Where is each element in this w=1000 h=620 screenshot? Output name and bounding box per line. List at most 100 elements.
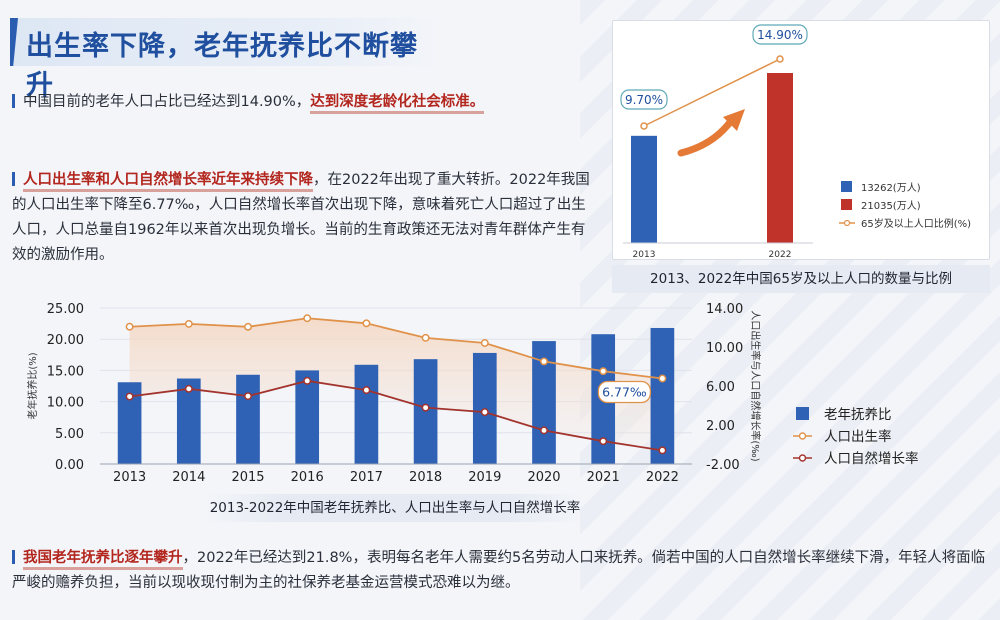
point-natural-growth — [125, 392, 134, 401]
point-birth-rate — [421, 333, 430, 342]
paragraph-dependency-ratio: 我国老年抚养比逐年攀升，2022年已经达到21.8%，表明每名老年人需要约5名劳… — [12, 546, 992, 596]
data-label: 6.77‰ — [602, 384, 647, 399]
bar-dependency-2014 — [176, 378, 201, 464]
bar-2022 — [767, 73, 793, 243]
paragraph-birth-rate: 人口出生率和人口自然增长率近年来持续下降，在2022年出现了重大转折。2022年… — [12, 168, 592, 268]
point-birth-rate — [540, 357, 548, 366]
legend-label: 21035(万人) — [861, 200, 921, 212]
bar-dependency-2016 — [295, 370, 320, 464]
legend-marker — [843, 219, 851, 227]
point-birth-rate — [658, 374, 667, 383]
legend-swatch — [796, 407, 809, 420]
point-natural-growth — [421, 403, 430, 412]
data-label-box — [620, 89, 668, 110]
legend-marker — [798, 432, 807, 440]
legend-swatch — [841, 199, 852, 210]
line-elderly-ratio — [643, 58, 781, 127]
dependency-chart-title: 2013-2022年中国老年抚养比、人口出生率与人口自然增长率 — [205, 494, 585, 522]
y-tick-label: 15.00 — [47, 364, 84, 379]
point-elderly-ratio — [776, 55, 784, 63]
point-natural-growth — [244, 392, 252, 401]
data-label-box — [752, 24, 808, 45]
y2-tick-label: 10.00 — [706, 341, 743, 356]
paragraph-text: ，在2022年出现了重大转折。2022年我国的人口出生率下降至6.77‰，人口自… — [12, 172, 590, 263]
paragraph-aging-ratio: 中国目前的老年人口占比已经达到14.90%，达到深度老龄化社会标准。 — [12, 90, 592, 115]
x-tick-label: 2013 — [633, 250, 656, 260]
point-birth-rate — [303, 314, 312, 323]
x-tick-label: 2016 — [291, 470, 324, 485]
legend-label: 13262(万人) — [861, 182, 921, 194]
elderly-chart-title: 2013、2022年中国65岁及以上人口的数量与比例 — [612, 265, 990, 293]
line-natural-growth — [129, 379, 663, 452]
x-tick-label: 2014 — [172, 470, 205, 485]
point-natural-growth — [480, 408, 489, 417]
x-tick-label: 2022 — [646, 470, 679, 485]
y-tick-label: 25.00 — [47, 302, 84, 317]
rate-band-area — [129, 318, 663, 451]
page-title: 出生率下降，老年抚养比不断攀升 — [26, 31, 418, 101]
paragraph-highlight: 我国老年抚养比逐年攀升 — [23, 550, 183, 570]
title-accent — [10, 18, 18, 66]
x-tick-label: 2022 — [769, 250, 792, 260]
legend-label: 人口出生率 — [824, 428, 892, 445]
y2-tick-label: -2.00 — [706, 458, 740, 473]
bar-dependency-2015 — [236, 374, 260, 464]
elderly-chart-svg: 2013 2022 9.70% 14.90% 13262(万人) 21035(万人) 65岁… — [620, 24, 971, 260]
bar-dependency-2013 — [117, 382, 142, 464]
point-natural-growth — [540, 426, 548, 435]
paragraph-text: 中国目前的老年人口占比已经达到14.90%， — [23, 94, 311, 110]
y-axis-label: 老年抚养比(%) — [26, 352, 39, 419]
bar-dependency-2020 — [532, 341, 556, 464]
point-birth-rate — [480, 339, 489, 347]
dependency-ratio-chart: 0.00 5.00 10.00 15.00 20.00 25.00 -2.00 2.00 6.0… — [12, 294, 992, 520]
point-birth-rate — [362, 319, 371, 328]
x-tick-label: 2017 — [350, 470, 383, 485]
y-tick-label: 10.00 — [47, 396, 84, 411]
dependency-chart-svg: 0.00 5.00 10.00 15.00 20.00 25.00 -2.00 2.00 6.0… — [26, 302, 919, 485]
y-tick-label: 5.00 — [55, 427, 84, 442]
point-birth-rate — [599, 367, 608, 376]
data-label-box — [597, 380, 652, 404]
point-natural-growth — [599, 437, 608, 446]
bullet-bar — [12, 172, 15, 186]
point-birth-rate — [244, 322, 252, 331]
y2-tick-label: 2.00 — [706, 419, 735, 434]
legend-marker — [798, 454, 807, 462]
y-tick-label: 0.00 — [55, 458, 84, 473]
point-natural-growth — [362, 386, 371, 395]
elderly-population-chart: 2013 2022 9.70% 14.90% 13262(万人) 21035(万人) 65岁… — [612, 20, 990, 292]
point-natural-growth — [303, 376, 312, 385]
point-natural-growth — [658, 446, 667, 455]
x-tick-label: 2013 — [113, 470, 146, 485]
paragraph-highlight: 达到深度老龄化社会标准。 — [310, 94, 485, 114]
bullet-bar — [12, 550, 15, 564]
data-label: 14.90% — [757, 28, 803, 42]
bar-dependency-2017 — [354, 364, 379, 464]
point-natural-growth — [184, 384, 193, 393]
x-tick-label: 2015 — [231, 470, 264, 485]
bullet-bar — [12, 94, 15, 108]
title-banner: 出生率下降，老年抚养比不断攀升 — [10, 18, 440, 101]
legend-label: 人口自然增长率 — [824, 450, 919, 467]
y-tick-label: 20.00 — [47, 333, 84, 348]
point-birth-rate — [184, 319, 193, 328]
trend-arrow-head-icon — [723, 109, 745, 131]
y2-axis-label: 人口出生率与人口自然增长率(‰) — [749, 310, 762, 461]
trend-arrow-icon — [677, 117, 735, 157]
bar-dependency-2022 — [650, 327, 675, 464]
x-tick-label: 2019 — [468, 470, 501, 485]
x-tick-label: 2020 — [527, 470, 560, 485]
legend-label: 65岁及以上人口比例(%) — [861, 217, 971, 230]
x-tick-label: 2018 — [409, 470, 442, 485]
paragraph-highlight: 人口出生率和人口自然增长率近年来持续下降 — [23, 172, 313, 192]
point-elderly-ratio — [640, 122, 648, 130]
point-birth-rate — [125, 322, 134, 331]
y2-tick-label: 14.00 — [706, 302, 743, 317]
elderly-chart-plot: 2013 2022 9.70% 14.90% 13262(万人) 21035(万人) 65岁… — [612, 20, 990, 260]
legend-swatch — [841, 181, 852, 192]
x-tick-label: 2021 — [587, 470, 620, 485]
bar-2013 — [631, 135, 657, 243]
line-birth-rate — [129, 317, 663, 380]
y2-tick-label: 6.00 — [706, 380, 735, 395]
legend-label: 老年抚养比 — [824, 407, 892, 423]
